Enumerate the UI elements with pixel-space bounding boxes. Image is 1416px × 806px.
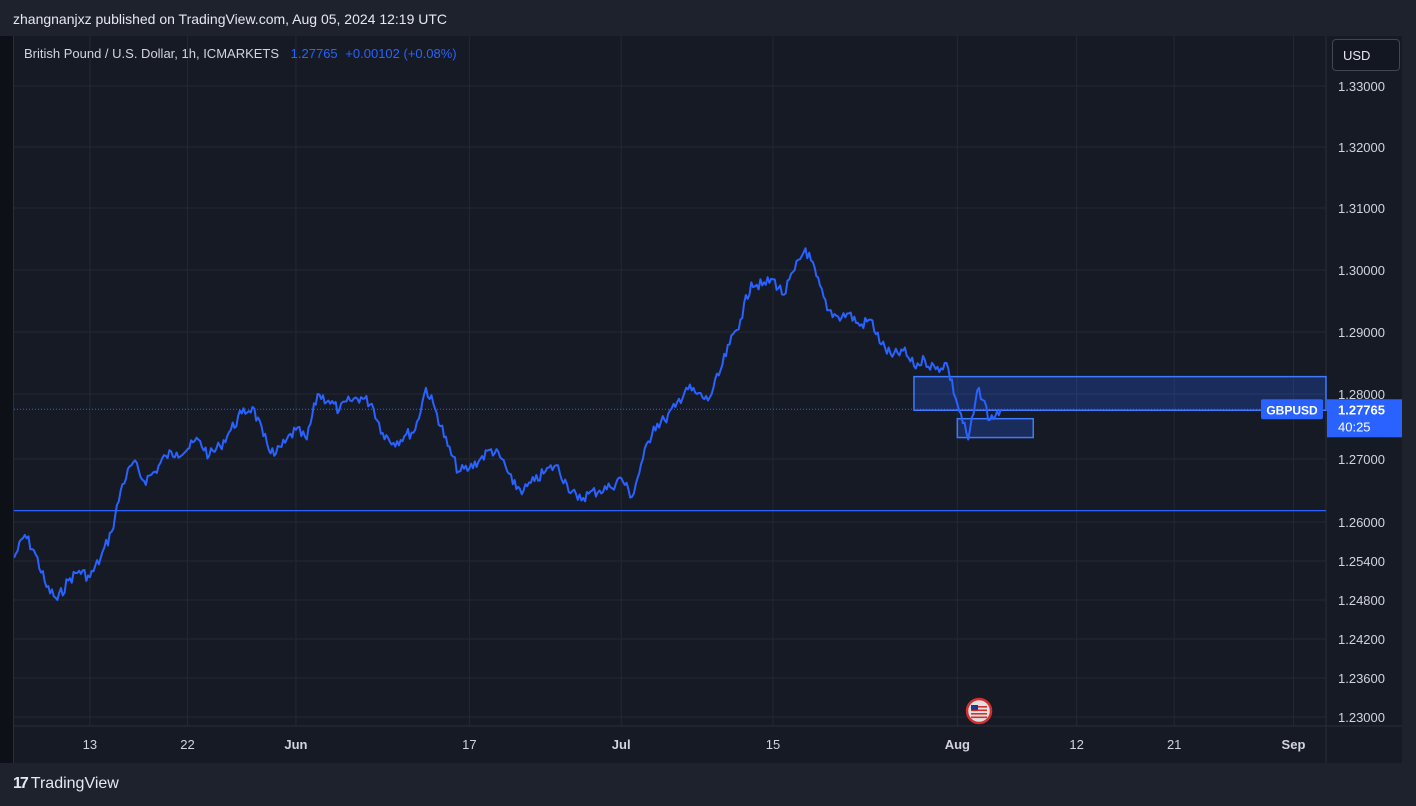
legend-price: 1.27765 xyxy=(290,46,338,61)
x-tick-label: 13 xyxy=(83,737,97,752)
y-tick-label: 1.29000 xyxy=(1338,325,1385,340)
x-tick-label: 17 xyxy=(462,737,476,752)
x-tick-label: 15 xyxy=(766,737,780,752)
y-tick-label: 1.25400 xyxy=(1338,554,1385,569)
price-badge-countdown: 40:25 xyxy=(1338,419,1371,434)
price-chart[interactable]: 1.33000 1.32000 1.31000 1.30000 1.29000 1.280… xyxy=(14,36,1403,763)
symbol-title: British Pound / U.S. Dollar, 1h, ICMARKE… xyxy=(24,46,280,61)
x-tick-label: Jun xyxy=(284,737,307,752)
y-tick-label: 1.27000 xyxy=(1338,452,1385,467)
zone-box xyxy=(956,417,1034,439)
legend-change: +0.00102 (+0.08%) xyxy=(345,46,457,61)
tradingview-logo-mark: 17 xyxy=(13,775,29,792)
x-tick-label: 21 xyxy=(1167,737,1181,752)
published-text: zhangnanjxz published on TradingView.com… xyxy=(13,11,448,27)
y-tick-label: 1.24200 xyxy=(1338,632,1385,647)
y-tick-label: 1.30000 xyxy=(1338,263,1385,278)
price-badge xyxy=(1327,399,1403,438)
x-tick-label: 22 xyxy=(180,737,194,752)
zone-box xyxy=(913,375,1327,412)
x-tick-label: Aug xyxy=(945,737,970,752)
right-border xyxy=(1402,36,1416,763)
y-tick-label: 1.26000 xyxy=(1338,515,1385,530)
currency-button[interactable]: USD xyxy=(1332,39,1400,71)
currency-label: USD xyxy=(1343,48,1371,63)
y-tick-label: 1.24800 xyxy=(1338,593,1385,608)
price-line xyxy=(14,247,1002,601)
tradingview-logo[interactable]: 17 TradingView xyxy=(13,775,119,793)
us-flag-icon xyxy=(965,697,993,725)
symbol-badge-text: GBPUSD xyxy=(1266,403,1318,417)
x-tick-label: 12 xyxy=(1069,737,1083,752)
tradingview-logo-text: TradingView xyxy=(30,775,119,792)
price-badge-value: 1.27765 xyxy=(1338,402,1385,417)
y-tick-label: 1.33000 xyxy=(1338,79,1385,94)
x-tick-label: Jul xyxy=(612,737,631,752)
symbol-badge xyxy=(1261,399,1323,420)
published-header: zhangnanjxz published on TradingView.com… xyxy=(0,0,1416,36)
y-tick-label: 1.23600 xyxy=(1338,671,1385,686)
symbol-legend: British Pound / U.S. Dollar, 1h, ICMARKE… xyxy=(24,46,457,61)
y-tick-label: 1.32000 xyxy=(1338,140,1385,155)
chart-area[interactable]: 1.33000 1.32000 1.31000 1.30000 1.29000 1.280… xyxy=(13,36,1403,763)
footer: 17 TradingView xyxy=(0,763,1416,806)
y-tick-label: 1.28000 xyxy=(1338,387,1385,402)
x-tick-label: Sep xyxy=(1282,737,1306,752)
y-tick-label: 1.31000 xyxy=(1338,201,1385,216)
y-tick-label: 1.23000 xyxy=(1338,710,1385,725)
